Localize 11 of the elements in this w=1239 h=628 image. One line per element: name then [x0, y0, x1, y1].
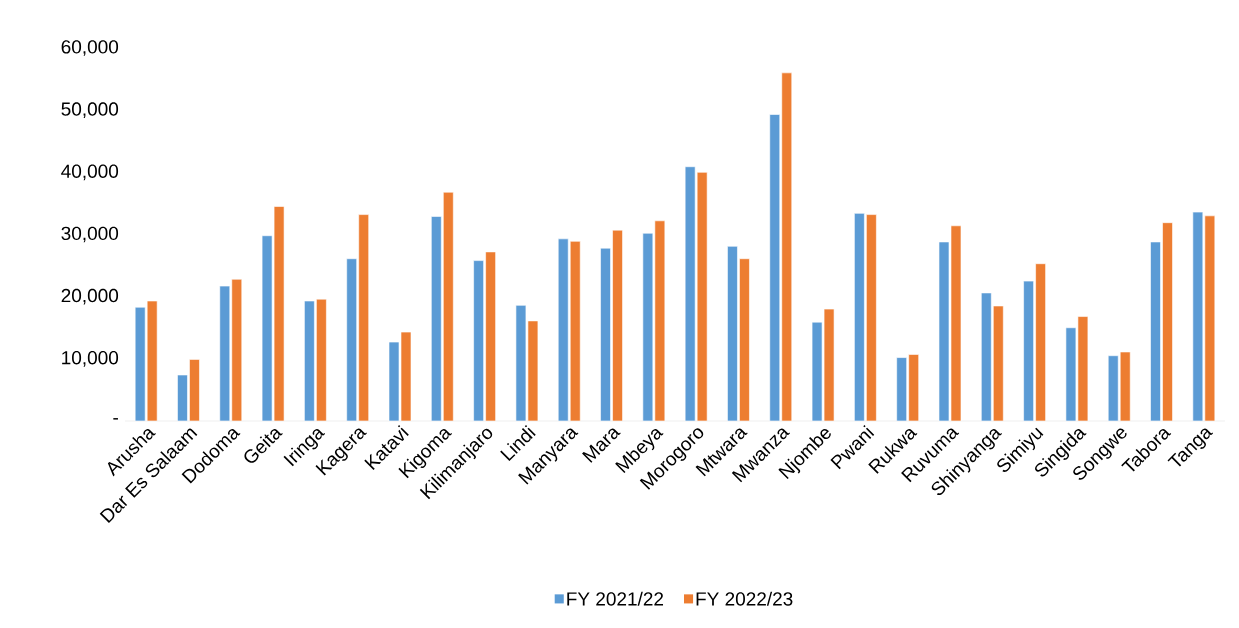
y-tick-label: 60,000	[61, 40, 119, 56]
legend-label: FY 2022/23	[696, 591, 793, 606]
y-tick-label: -	[113, 418, 118, 420]
y-tick-label: 30,000	[61, 226, 119, 243]
legend-label: FY 2021/22	[567, 591, 664, 606]
y-tick-label: 50,000	[61, 102, 119, 119]
bar	[1204, 215, 1216, 421]
y-tick-label: 10,000	[62, 350, 119, 367]
y-tick-label: 20,000	[61, 288, 119, 305]
bar	[769, 114, 781, 421]
y-tick-label: 40,000	[61, 164, 119, 181]
